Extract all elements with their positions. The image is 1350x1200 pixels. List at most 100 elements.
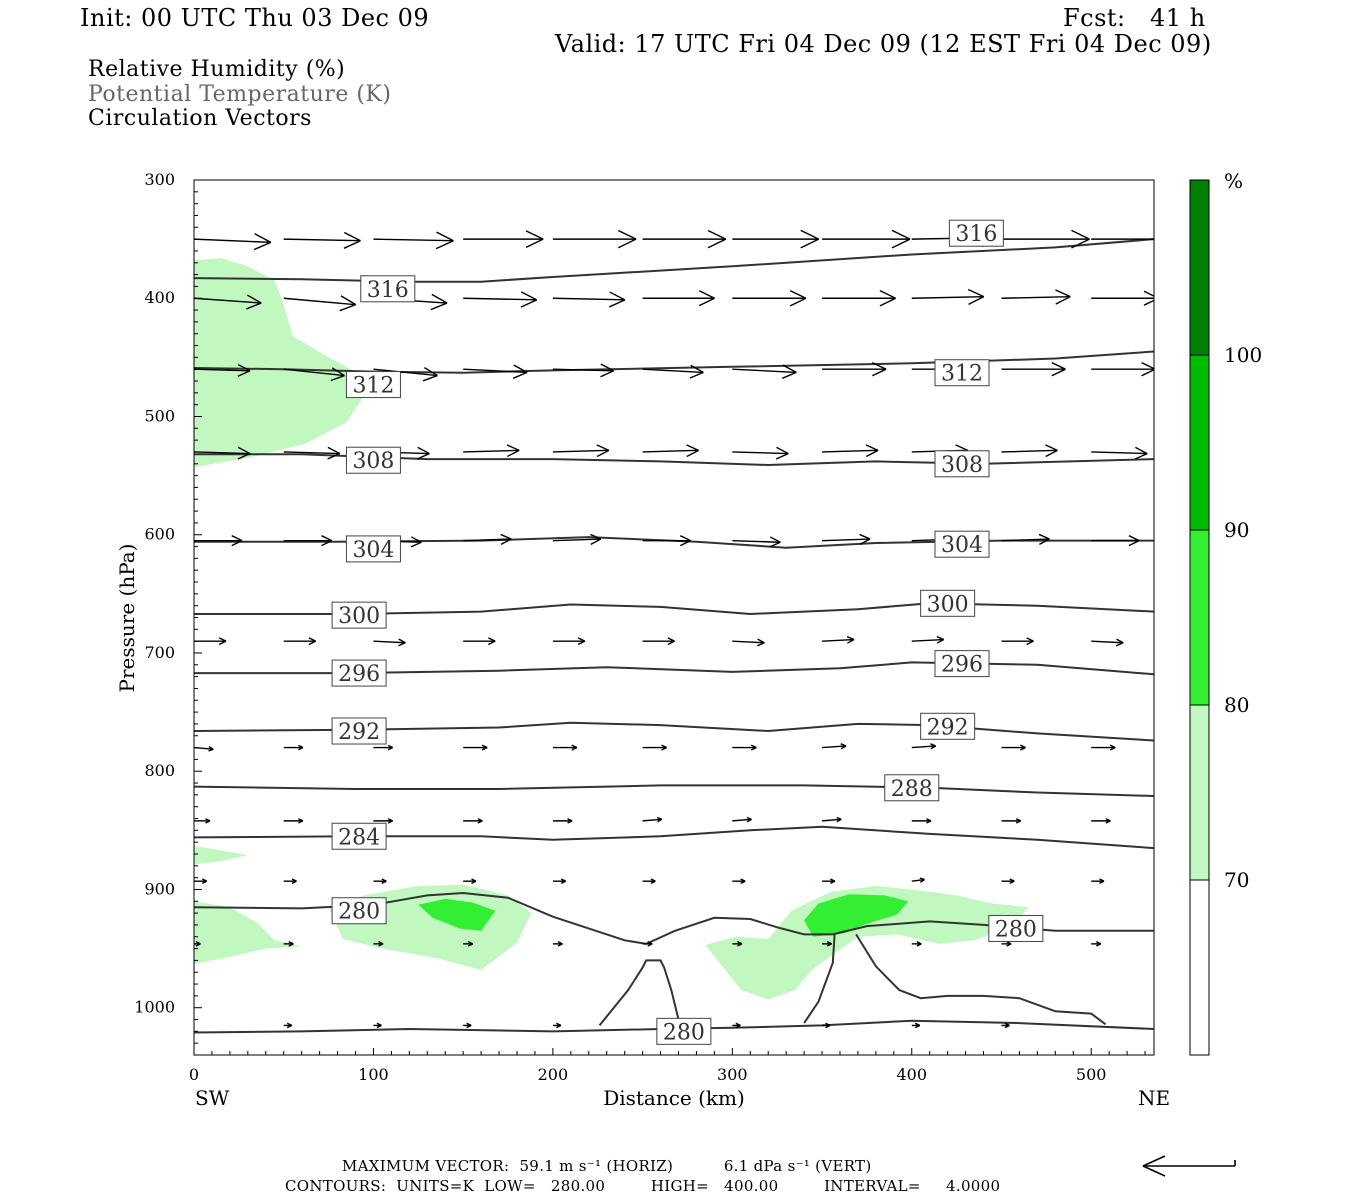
x-tick-label: 500 <box>1076 1065 1107 1084</box>
theta-contour-308 <box>194 453 1154 467</box>
vector-head <box>340 295 357 306</box>
vector-head <box>237 370 251 377</box>
vector-head <box>590 533 602 540</box>
theta-contour-284 <box>194 825 1154 850</box>
vector-head <box>1039 538 1050 545</box>
theta-label: 312 <box>941 362 983 387</box>
vector-shaft <box>911 638 944 642</box>
circulation-vector <box>911 818 932 824</box>
circulation-vector <box>373 231 454 250</box>
vector-shaft <box>283 238 361 242</box>
circulation-vector <box>552 291 626 308</box>
circulation-vector <box>822 444 879 458</box>
theta-label-box <box>331 822 387 850</box>
vector-head <box>430 302 448 311</box>
vector-head <box>567 820 573 824</box>
vector-head <box>1116 638 1124 644</box>
vector-head <box>1128 540 1140 547</box>
circulation-vector <box>194 535 243 547</box>
theta-label-box <box>948 219 1004 247</box>
forecast-hour: Fcst: 41 h <box>1063 4 1206 32</box>
vector-head <box>1015 820 1021 824</box>
circulation-vector <box>911 941 922 947</box>
vector-shaft <box>283 297 356 306</box>
vector-head <box>757 638 765 644</box>
theta-contour-280 <box>598 959 680 1027</box>
vector-head <box>376 1024 382 1029</box>
circulation-vector <box>732 941 743 947</box>
vector-head <box>471 880 477 884</box>
vector-head <box>769 536 781 543</box>
theta-label: 304 <box>941 533 983 558</box>
circulation-vector <box>552 941 563 947</box>
vector-shaft <box>821 745 847 749</box>
vector-head <box>600 370 614 378</box>
theta-contour-280 <box>194 891 1154 945</box>
theta-label-box <box>345 371 401 399</box>
vector-head <box>467 943 474 947</box>
colorbar-segment <box>1190 355 1209 530</box>
vector-head <box>343 231 361 242</box>
theta-label: 316 <box>367 278 409 303</box>
circulation-vector <box>1001 289 1071 305</box>
circulation-vector <box>732 1022 741 1029</box>
vector-head <box>690 364 704 374</box>
vector-head <box>680 540 691 547</box>
circulation-vector <box>194 364 251 377</box>
vector-head <box>1026 637 1034 642</box>
vector-head <box>237 452 251 460</box>
circulation-vector <box>1001 361 1066 377</box>
vector-head <box>1105 820 1111 824</box>
vector-head <box>488 640 496 646</box>
vector-head <box>218 640 227 646</box>
theta-label: 292 <box>927 715 969 740</box>
vector-head <box>231 540 243 547</box>
circulation-vector <box>552 533 602 545</box>
circulation-vector <box>1001 229 1090 249</box>
vector-shaft <box>732 640 765 644</box>
vector-head <box>205 820 211 824</box>
vector-head <box>800 229 820 240</box>
circulation-vector <box>822 229 911 249</box>
circulation-vector <box>1091 941 1102 947</box>
circulation-vector <box>373 744 393 751</box>
circulation-vector <box>732 638 765 647</box>
vector-shaft <box>283 368 345 377</box>
vector-head <box>1026 640 1034 646</box>
circulation-vector <box>283 295 357 312</box>
y-tick-label: 1000 <box>134 998 175 1017</box>
y-tick-label: 700 <box>144 643 175 662</box>
vector-head <box>298 820 304 824</box>
vector-head <box>825 1024 831 1029</box>
vector-head <box>286 1024 293 1029</box>
vector-head <box>1020 744 1026 749</box>
theta-label-box <box>331 601 387 629</box>
vector-head <box>1009 880 1015 884</box>
circulation-vector <box>732 816 752 823</box>
vector-head <box>308 637 317 642</box>
vector-head <box>667 640 675 646</box>
vector-head <box>1004 1024 1010 1029</box>
vector-shaft <box>1091 640 1124 644</box>
vector-head <box>967 288 985 298</box>
circulation-vector <box>1001 1022 1010 1029</box>
vector-shaft <box>373 640 406 644</box>
circulation-vector <box>1091 446 1148 460</box>
vector-head <box>571 744 578 749</box>
rh-region-70-80 <box>194 901 302 964</box>
vector-shaft <box>552 297 625 301</box>
rh-region-80-90 <box>804 894 909 937</box>
circulation-vector <box>463 364 528 379</box>
vector-head <box>1071 238 1090 249</box>
vector-head <box>680 535 691 542</box>
vector-head <box>916 943 922 947</box>
circulation-vector <box>283 941 294 947</box>
circulation-vector <box>463 291 538 308</box>
theta-label: 280 <box>663 1020 705 1045</box>
vector-head <box>872 361 887 370</box>
theta-label-box <box>884 774 940 802</box>
vector-head <box>512 371 528 379</box>
circulation-vector <box>911 1022 921 1029</box>
vector-head <box>1115 642 1124 647</box>
vector-head <box>201 880 208 884</box>
